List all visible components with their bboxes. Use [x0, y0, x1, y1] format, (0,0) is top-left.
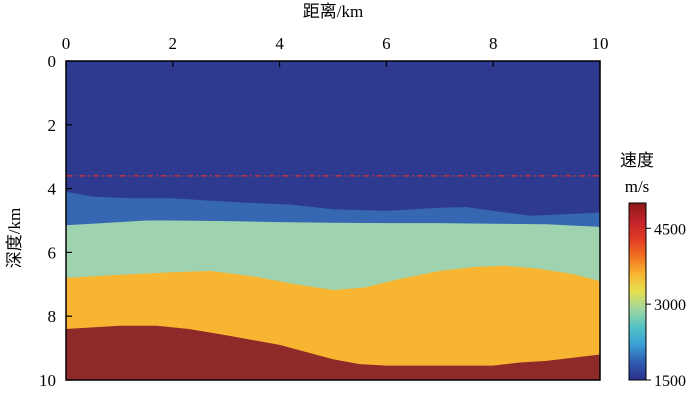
y-tick-label: 4	[48, 180, 57, 199]
x-tick-label: 8	[489, 34, 498, 53]
x-tick-label: 6	[382, 34, 391, 53]
velocity-layer-5	[66, 325, 600, 380]
y-tick-label: 2	[48, 116, 57, 135]
colorbar-tick-label: 1500	[654, 373, 686, 390]
y-tick-label: 10	[39, 371, 56, 390]
colorbar-tick-label: 4500	[654, 221, 686, 238]
x-tick-label: 10	[592, 34, 609, 53]
colorbar	[628, 202, 647, 381]
colorbar-unit: m/s	[625, 177, 650, 196]
x-tick-label: 2	[169, 34, 178, 53]
y-tick-label: 8	[48, 307, 57, 326]
y-tick-label: 0	[48, 52, 57, 71]
colorbar-title: 速度	[620, 151, 654, 170]
plot-frame	[65, 60, 601, 381]
colorbar-tick-label: 3000	[654, 297, 686, 314]
x-axis-title: 距离/km	[303, 2, 363, 21]
x-tick-label: 0	[62, 34, 71, 53]
colorbar-ticks: 1500 3000 4500	[646, 221, 686, 390]
velocity-layers	[66, 61, 600, 380]
y-axis-title: 深度/km	[5, 208, 24, 268]
y-axis: 0 2 4 6 8 10	[39, 52, 72, 390]
y-tick-label: 6	[48, 243, 57, 262]
x-tick-label: 4	[275, 34, 284, 53]
x-axis: 0 2 4 6 8 10	[62, 34, 609, 67]
